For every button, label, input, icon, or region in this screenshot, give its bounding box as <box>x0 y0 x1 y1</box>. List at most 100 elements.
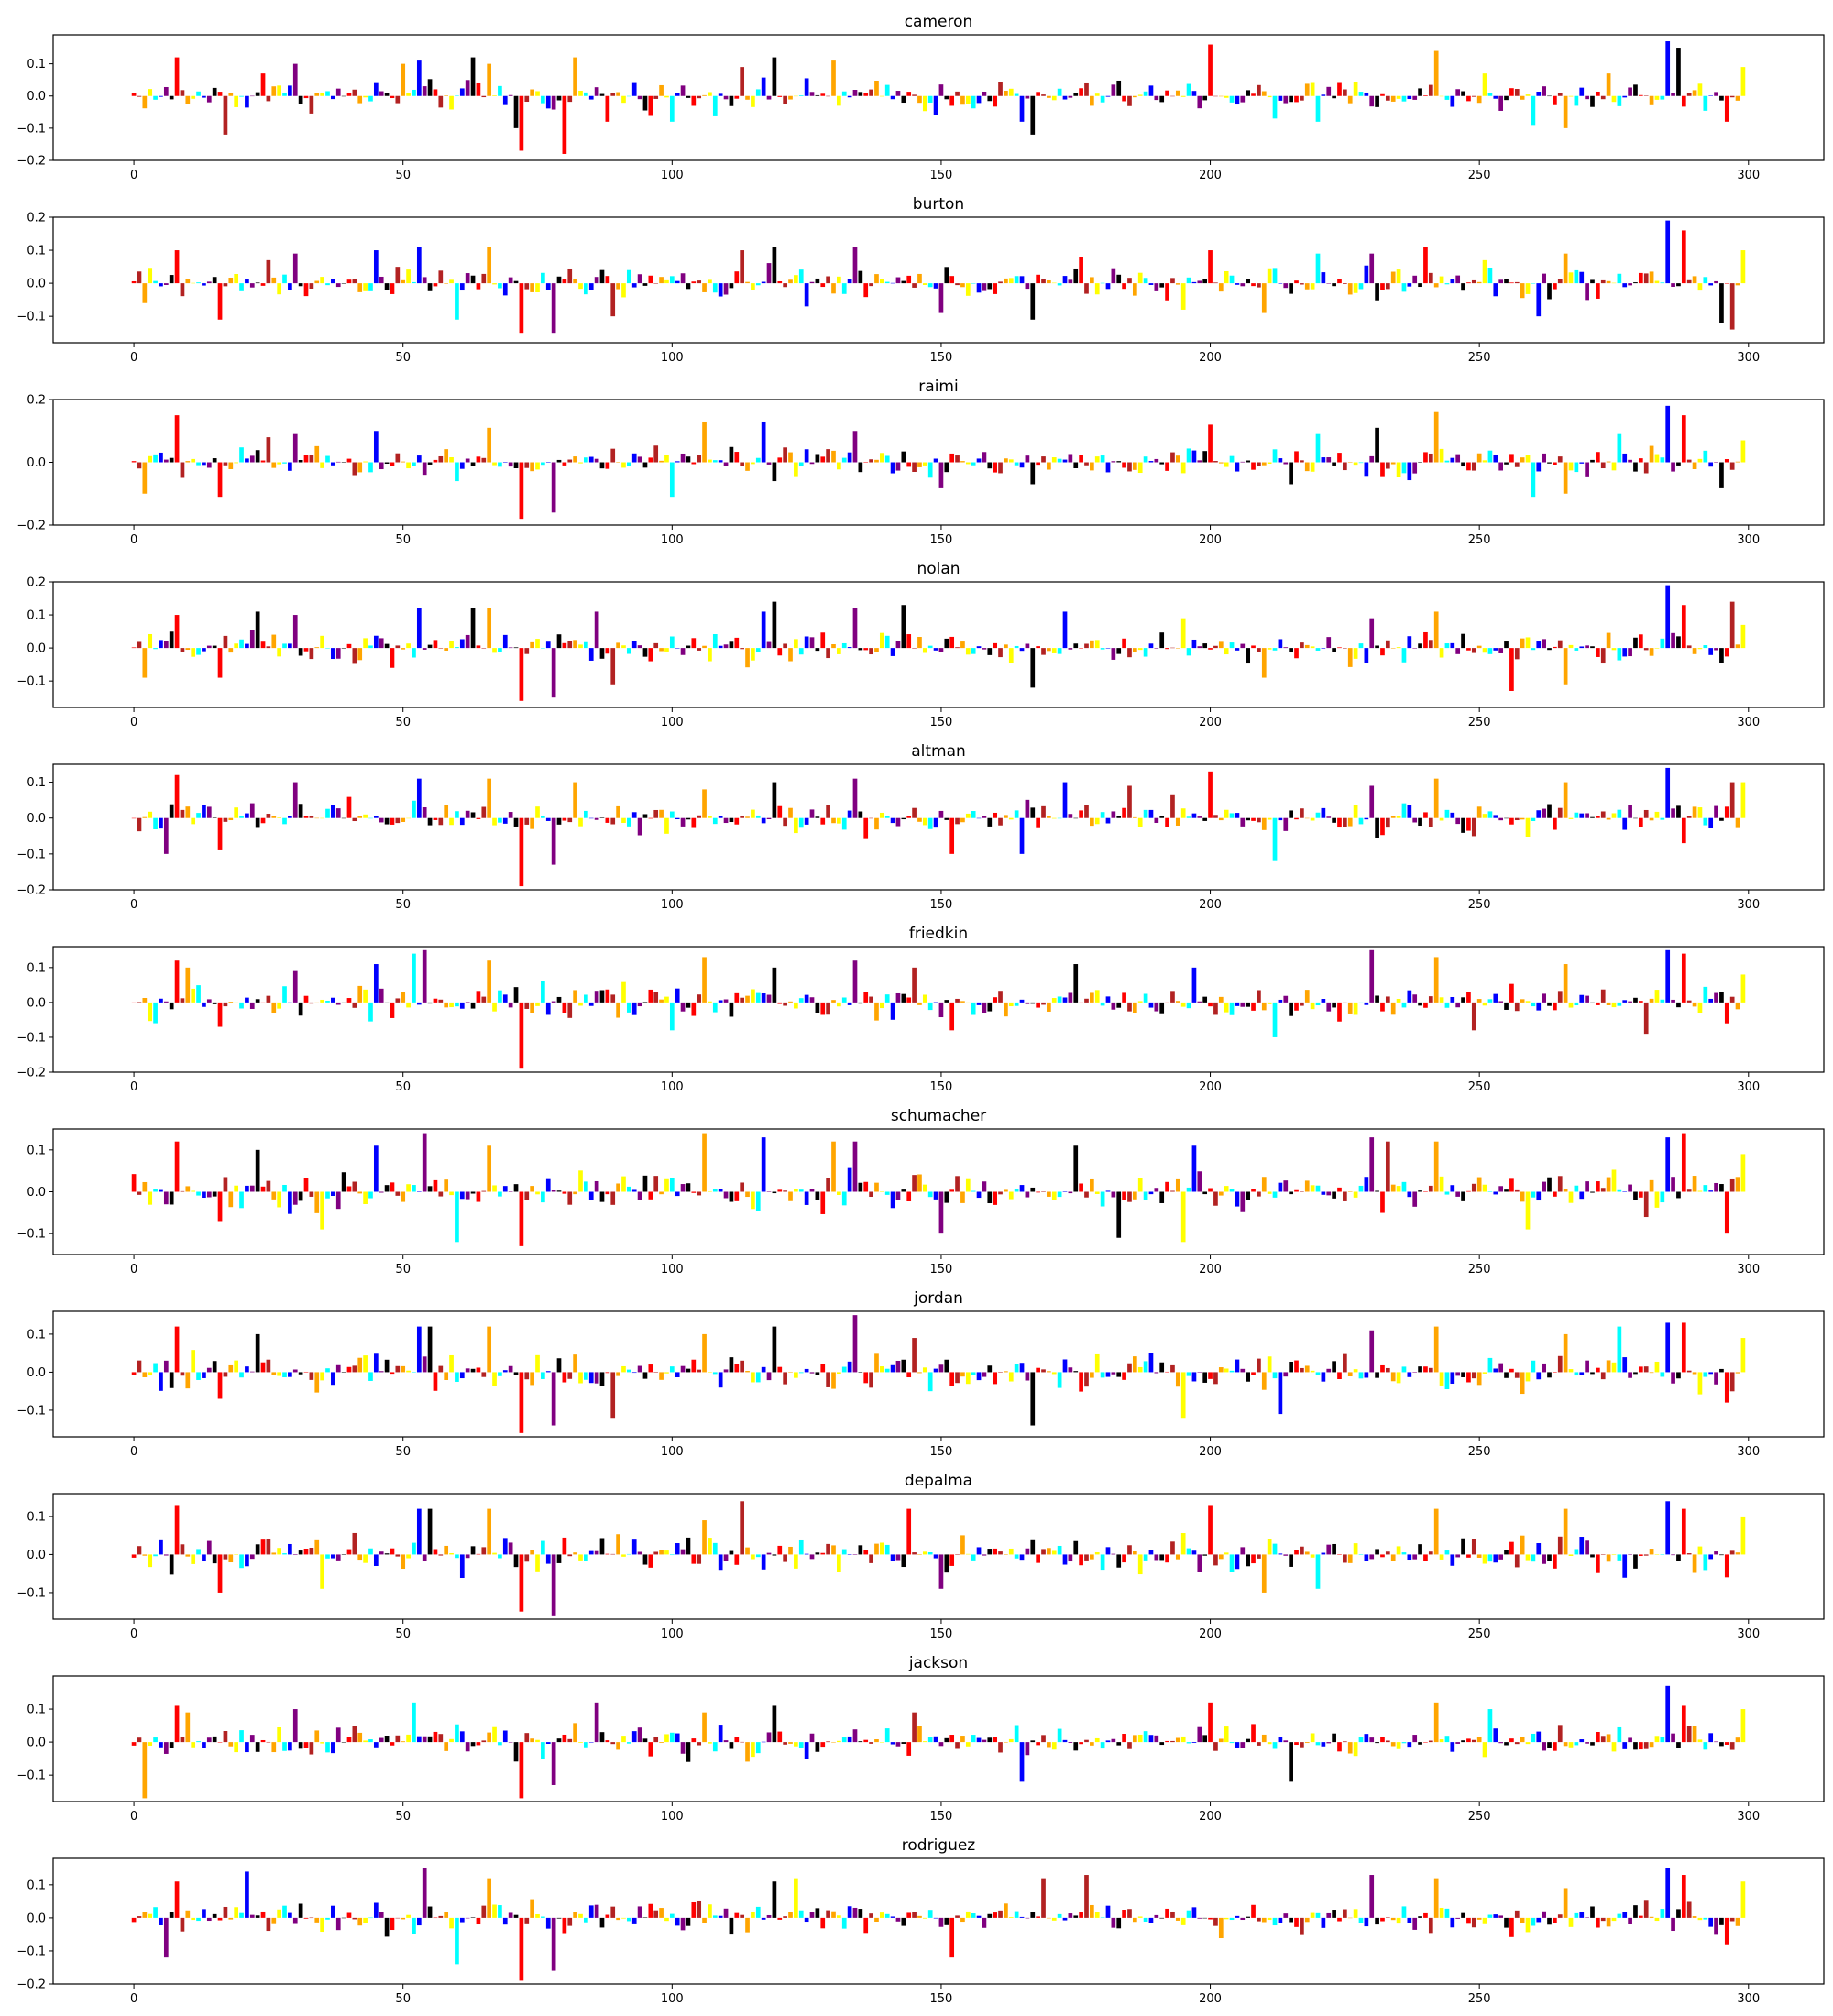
bar <box>1714 1182 1718 1192</box>
bar <box>955 998 960 1003</box>
panel-rodriguez: rodriguez−0.2−0.10.00.10 50 100 150 200 250 30… <box>16 1836 1825 2006</box>
bar <box>1240 283 1246 287</box>
bar <box>1542 1554 1546 1564</box>
bar <box>1375 817 1379 838</box>
bar <box>325 1368 330 1373</box>
bar <box>1321 1372 1326 1382</box>
bar <box>271 1372 277 1375</box>
bar <box>1202 279 1208 284</box>
bar <box>1137 462 1143 474</box>
bar <box>1036 1367 1040 1373</box>
bar <box>1660 1909 1665 1918</box>
bar <box>292 782 298 818</box>
bar <box>470 57 476 96</box>
bar <box>245 643 249 649</box>
bar <box>1660 1737 1665 1743</box>
bar <box>481 996 487 1003</box>
bar <box>1617 648 1622 661</box>
bar <box>1321 457 1326 463</box>
bar <box>1428 453 1433 463</box>
bar <box>1272 1191 1278 1198</box>
bar <box>1197 1372 1202 1373</box>
bar <box>459 88 465 96</box>
bar <box>1686 279 1692 284</box>
bar <box>384 1359 390 1373</box>
bar <box>1154 283 1159 291</box>
bar <box>260 1911 266 1918</box>
bar <box>1375 1549 1379 1555</box>
bar <box>1628 1372 1632 1378</box>
bar <box>444 95 449 96</box>
bar <box>438 999 444 1003</box>
bar <box>1257 1191 1261 1197</box>
bar <box>1665 1501 1671 1555</box>
bar <box>459 462 465 469</box>
bar <box>1493 993 1498 1003</box>
bar <box>1267 1917 1272 1921</box>
bar <box>1396 647 1401 649</box>
bar <box>1520 1372 1525 1395</box>
bar <box>809 1554 815 1560</box>
bar <box>1665 585 1671 649</box>
bar <box>1596 1917 1600 1928</box>
bar <box>1036 1554 1040 1563</box>
bar <box>492 1904 497 1918</box>
bar <box>153 1907 158 1918</box>
bar <box>993 1191 998 1205</box>
bar <box>1433 411 1439 463</box>
bar <box>740 1182 745 1192</box>
bar <box>465 80 470 96</box>
bar <box>335 1191 341 1210</box>
bar <box>406 1370 411 1373</box>
bar <box>1251 1002 1256 1011</box>
bar <box>1407 1372 1412 1377</box>
bar <box>1553 283 1557 290</box>
bar <box>1450 997 1455 1003</box>
bar <box>234 462 239 464</box>
bar <box>745 1371 750 1373</box>
bar <box>1385 640 1390 649</box>
bar <box>298 648 303 656</box>
bar <box>998 1910 1003 1918</box>
bar <box>535 1354 540 1373</box>
bar <box>858 270 863 284</box>
bar <box>826 276 830 284</box>
bar <box>169 1554 174 1575</box>
bar <box>1428 272 1433 284</box>
bar <box>1579 462 1585 464</box>
bar <box>1197 1554 1202 1572</box>
bar <box>890 817 895 824</box>
bar <box>1137 1001 1143 1003</box>
bar <box>852 90 858 96</box>
bar <box>938 1364 944 1373</box>
bar <box>1697 1002 1703 1013</box>
bar <box>1585 283 1589 301</box>
bar <box>1686 1370 1692 1373</box>
bar <box>202 1742 206 1748</box>
bar <box>659 1742 664 1743</box>
bar <box>1310 1733 1315 1743</box>
bar <box>530 1186 534 1192</box>
bar <box>202 1372 206 1378</box>
bar <box>1240 1742 1246 1748</box>
bar <box>228 817 234 821</box>
bar <box>292 1709 298 1743</box>
bar <box>1165 462 1169 471</box>
bar <box>675 1372 680 1377</box>
bar <box>594 87 599 96</box>
bar <box>1094 1191 1100 1194</box>
bar <box>723 1740 729 1743</box>
bar <box>1283 1180 1289 1192</box>
bar <box>588 1372 594 1384</box>
bar <box>788 1191 793 1201</box>
bar <box>949 1917 955 1958</box>
bar <box>1122 992 1126 1003</box>
bar <box>1030 283 1036 320</box>
bar <box>379 1551 384 1555</box>
bar <box>1111 461 1116 463</box>
bar <box>1418 1366 1422 1373</box>
bar <box>906 816 912 818</box>
bar <box>702 1520 707 1555</box>
bar <box>610 994 616 1003</box>
bar <box>1257 84 1261 96</box>
